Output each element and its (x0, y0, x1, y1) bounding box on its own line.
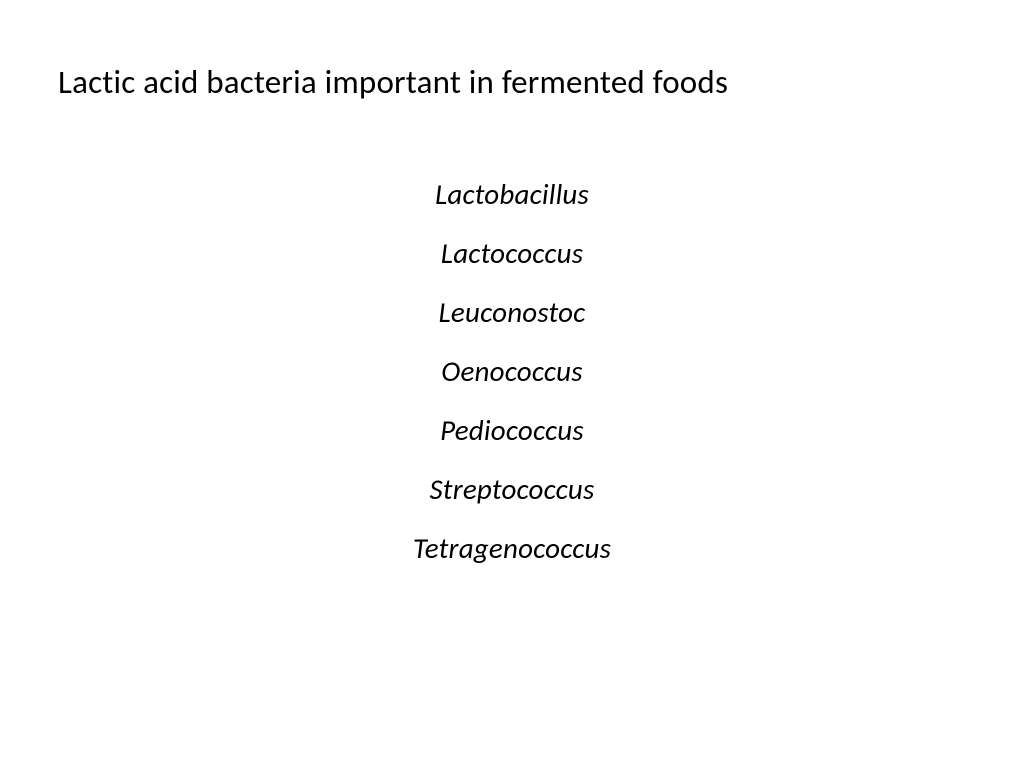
list-item: Lactobacillus (58, 180, 966, 209)
list-item: Tetragenococcus (58, 534, 966, 563)
slide-container: Lactic acid bacteria important in fermen… (0, 0, 1024, 768)
list-item: Pediococcus (58, 416, 966, 445)
slide-title: Lactic acid bacteria important in fermen… (58, 62, 966, 102)
list-item: Leuconostoc (58, 298, 966, 327)
list-item: Oenococcus (58, 357, 966, 386)
bacteria-list: Lactobacillus Lactococcus Leuconostoc Oe… (58, 180, 966, 563)
list-item: Streptococcus (58, 475, 966, 504)
list-item: Lactococcus (58, 239, 966, 268)
